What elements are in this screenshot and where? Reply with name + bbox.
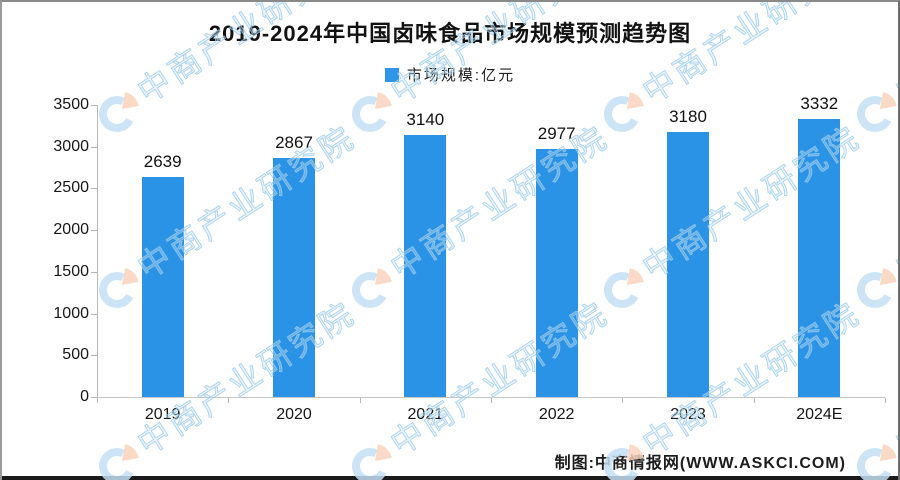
x-tick-label: 2019 <box>144 406 181 423</box>
legend-swatch <box>384 67 399 82</box>
y-tick-label: 0 <box>80 388 89 405</box>
x-tick-label: 2020 <box>276 406 312 423</box>
y-tick-mark <box>91 397 97 398</box>
legend-label: 市场规模:亿元 <box>406 67 516 84</box>
y-tick-mark <box>91 355 97 357</box>
y-tick-label: 1500 <box>53 262 89 280</box>
bar <box>273 157 315 397</box>
credit-text: 制图:中商情报网(WWW.ASKCI.COM) <box>554 455 846 472</box>
x-tick-label: 2022 <box>538 406 575 423</box>
y-tick-label: 500 <box>62 346 89 364</box>
bar-value-label: 3180 <box>669 106 707 126</box>
x-tick-mark <box>359 398 361 403</box>
y-tick-label: 1000 <box>53 304 89 322</box>
y-tick-mark <box>91 313 97 315</box>
x-tick-label: 2024E <box>796 406 843 423</box>
x-tick-mark <box>491 398 492 403</box>
bottom-border-bar <box>2 476 898 480</box>
bar <box>667 131 709 397</box>
y-tick-label: 3000 <box>53 137 89 155</box>
legend: 市场规模:亿元 <box>2 64 898 85</box>
x-tick-label: 2023 <box>670 406 706 423</box>
bar <box>141 176 184 397</box>
bar <box>404 135 447 397</box>
y-tick-label: 2000 <box>53 221 89 239</box>
x-tick-mark <box>228 398 230 403</box>
y-tick-label: 3500 <box>53 96 89 113</box>
y-tick-mark <box>91 271 97 273</box>
x-tick-mark <box>97 398 98 403</box>
bar <box>798 119 841 397</box>
y-tick-mark <box>91 230 97 232</box>
y-tick-mark <box>91 188 97 190</box>
y-tick-label: 2500 <box>53 179 89 197</box>
x-tick-mark <box>885 398 886 403</box>
x-axis-line <box>97 397 885 398</box>
x-tick-label: 2021 <box>407 406 444 423</box>
bar-value-label: 2867 <box>275 132 313 152</box>
y-tick-mark <box>91 146 97 148</box>
bar-value-label: 3140 <box>406 110 445 130</box>
bar-value-label: 3332 <box>800 94 839 114</box>
bar-value-label: 2977 <box>537 123 576 143</box>
y-axis-line <box>97 105 98 397</box>
chart-title: 2019-2024年中国卤味食品市场规模预测趋势图 <box>208 21 692 46</box>
x-tick-mark <box>753 398 755 403</box>
bar <box>535 148 578 397</box>
bar-value-label: 2639 <box>143 151 182 171</box>
y-tick-mark <box>91 105 97 106</box>
x-tick-mark <box>622 398 624 403</box>
